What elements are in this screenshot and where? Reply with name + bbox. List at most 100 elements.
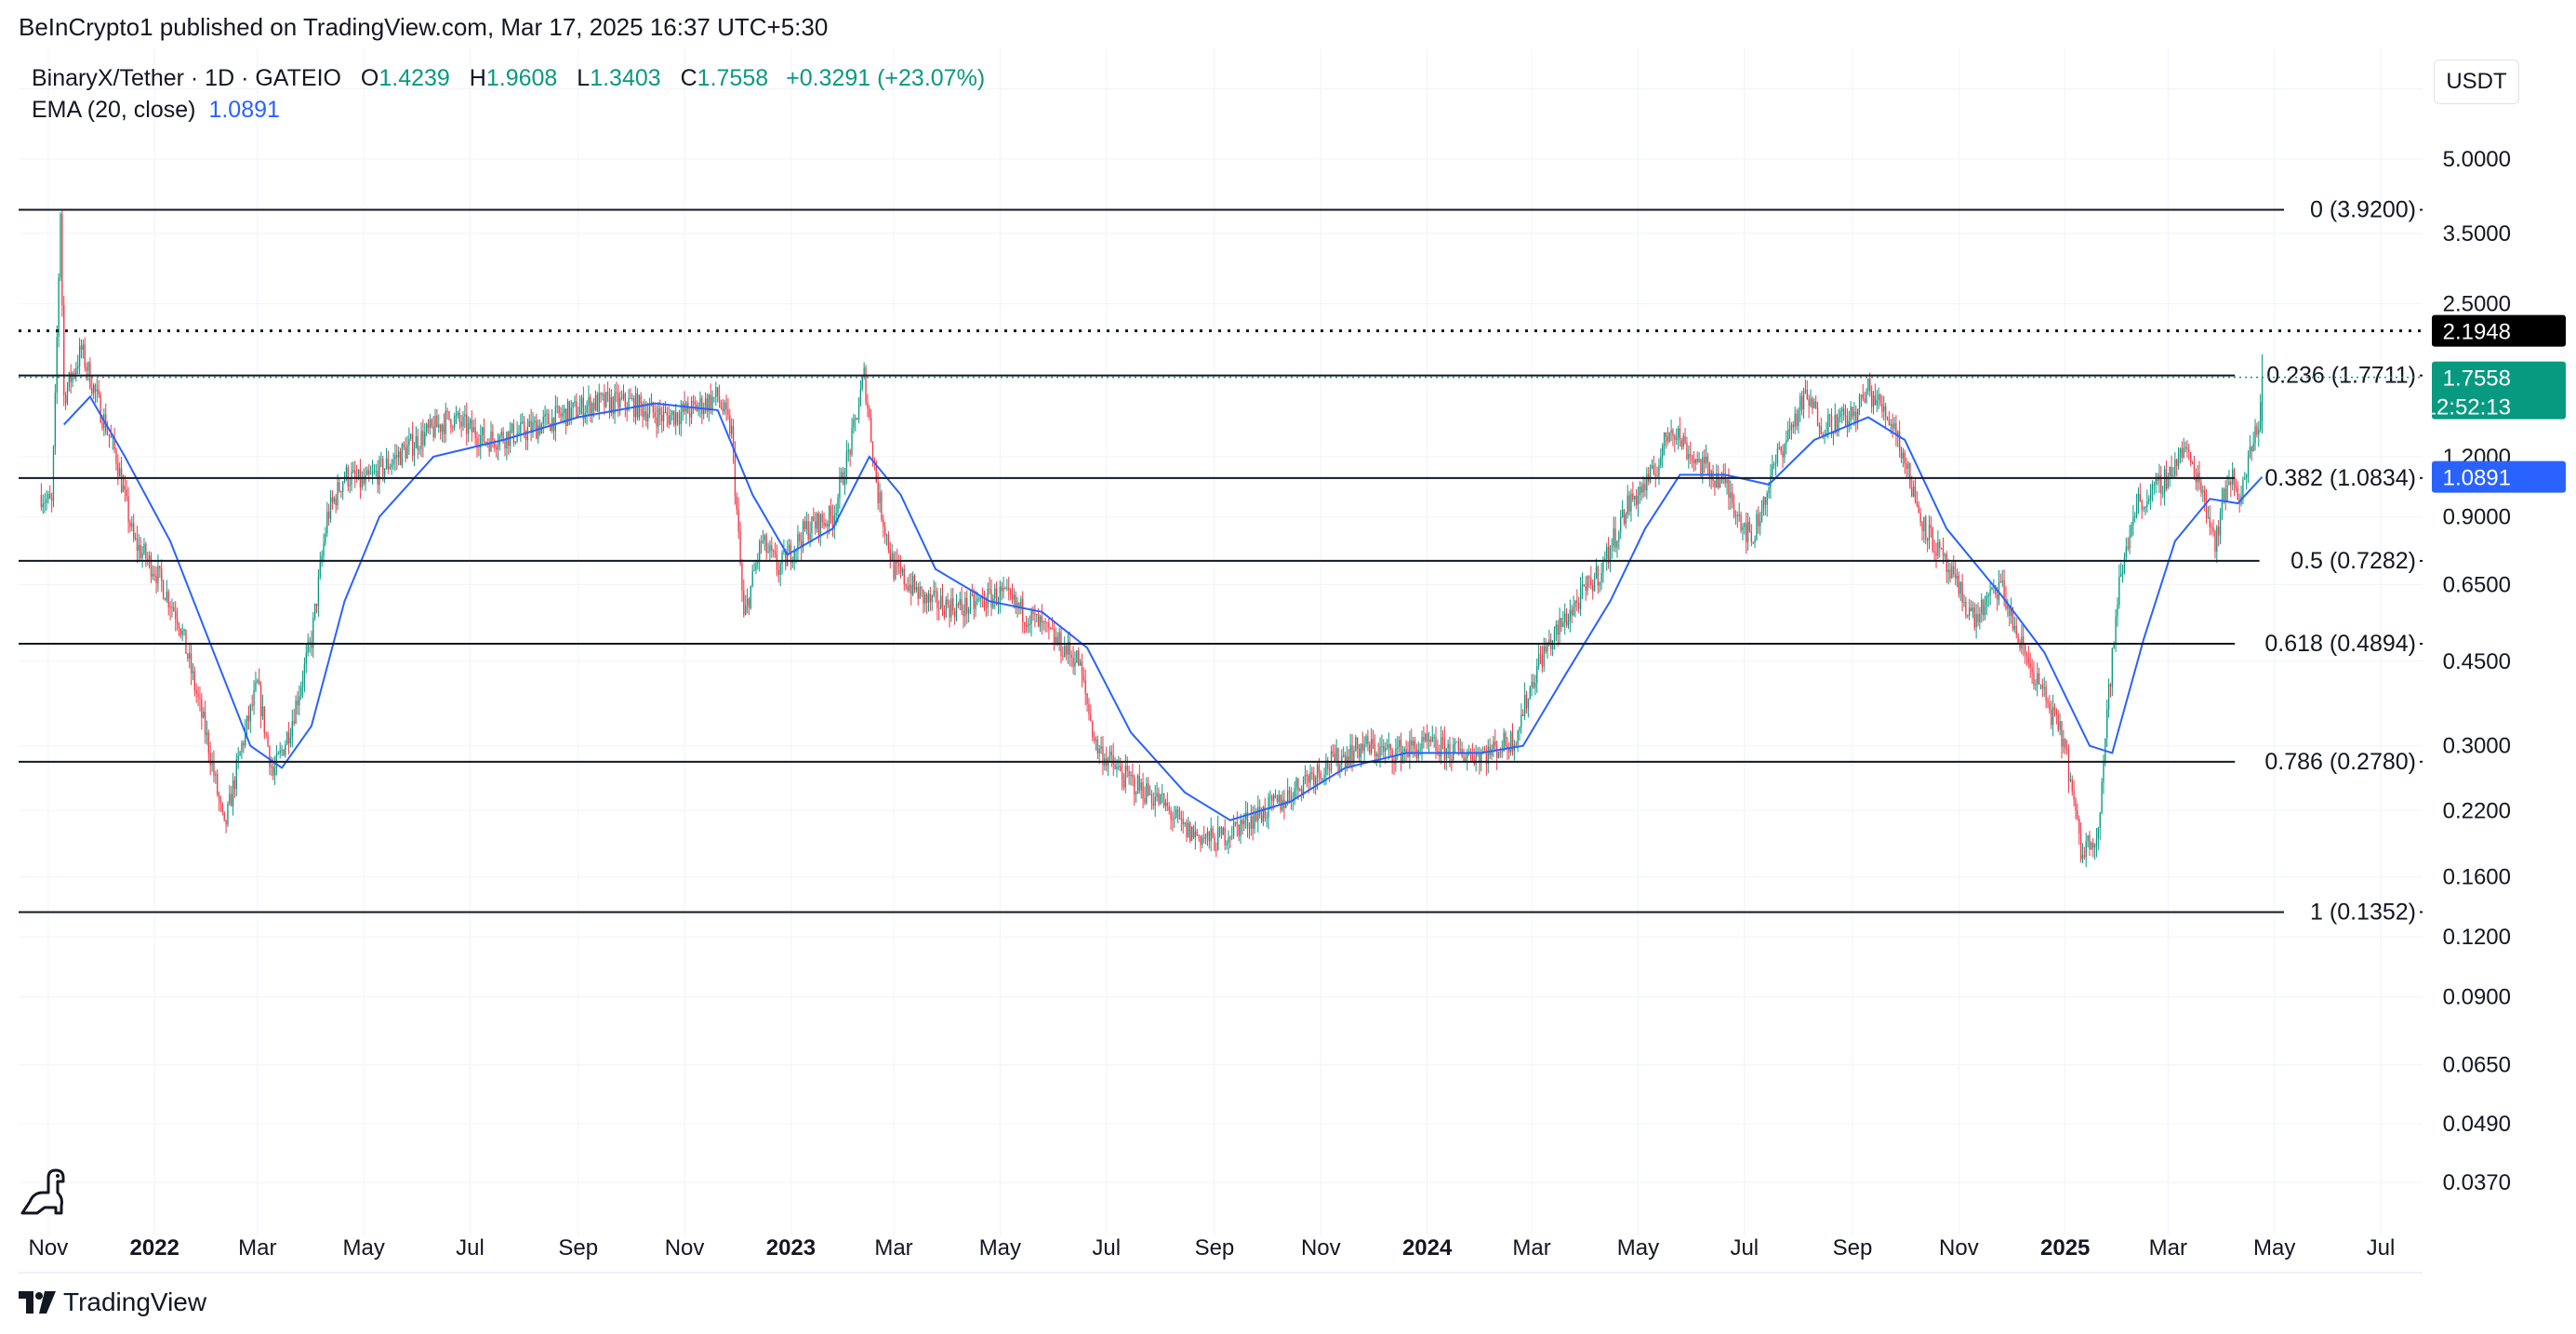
candle-body	[408, 438, 410, 446]
candle-body	[1674, 435, 1676, 440]
candle-body	[2228, 481, 2230, 486]
candle-body	[1168, 806, 1170, 811]
candle-body	[955, 604, 958, 618]
candle-body	[781, 552, 783, 565]
candle-body	[1623, 509, 1626, 524]
candle-body	[287, 732, 290, 744]
candle-body	[1409, 740, 1411, 758]
candle-body	[161, 568, 163, 581]
x-tick-label: Jul	[1730, 1235, 1759, 1261]
candle-body	[817, 514, 820, 536]
candle-body	[1970, 607, 1972, 612]
candle-body	[427, 424, 430, 428]
candle-body	[915, 587, 918, 591]
candle-body	[1754, 540, 1756, 543]
candle-body	[1614, 528, 1616, 548]
candle-body	[1132, 774, 1134, 778]
candle-body	[645, 411, 647, 421]
ema-label[interactable]: EMA (20, close)	[32, 97, 196, 123]
candle-body	[115, 449, 117, 464]
candle-body	[375, 471, 377, 473]
price-axis[interactable]: 7.00005.00003.50002.50001.20000.90000.65…	[2443, 77, 2511, 1195]
candle-body	[483, 427, 485, 443]
candle-body	[799, 533, 801, 542]
candle-body	[1590, 577, 1592, 586]
candle-body	[335, 498, 337, 506]
candle-body	[352, 470, 354, 473]
candle-body	[213, 761, 215, 776]
candle-body	[1632, 493, 1634, 500]
candle-body	[803, 521, 806, 529]
candle-body	[528, 420, 530, 428]
candle-body	[1985, 595, 1988, 607]
candle-body	[1784, 444, 1786, 458]
candle-body	[1318, 765, 1321, 773]
candle-body	[690, 401, 693, 418]
x-tick-label: Mar	[2149, 1235, 2187, 1261]
candle-body	[1192, 826, 1195, 838]
candle-body	[1864, 398, 1866, 403]
candle-body	[1232, 822, 1235, 837]
candle-body	[919, 586, 921, 599]
candle-body	[1602, 560, 1604, 573]
candle-body	[2093, 845, 2096, 848]
candle-body	[2115, 616, 2117, 644]
candle-body	[1551, 640, 1554, 650]
candle-body	[301, 681, 304, 687]
high-value: 1.9608	[485, 65, 558, 91]
candle-body	[1884, 406, 1887, 417]
tradingview-brand[interactable]: TradingView	[19, 1287, 206, 1317]
candle-body	[1009, 589, 1012, 594]
candle-body	[839, 477, 841, 499]
candle-body	[753, 569, 755, 571]
candle-body	[870, 417, 872, 442]
time-axis[interactable]: Nov 2022 Mar May Jul Sep Nov 2023 Mar May Jul Sep No…	[19, 1235, 2423, 1274]
dinosaur-icon[interactable]	[17, 1165, 69, 1219]
candle-body	[699, 398, 701, 407]
candle-body	[659, 407, 661, 415]
candle-body	[1189, 822, 1191, 841]
candle-body	[1798, 410, 1799, 427]
currency-button[interactable]: USDT	[2434, 60, 2519, 104]
candle-body	[251, 704, 253, 706]
x-tick-label: Mar	[1512, 1235, 1550, 1261]
candle-body	[1231, 836, 1233, 838]
candle-body	[1768, 487, 1770, 494]
candle-body	[181, 630, 183, 635]
candle-body	[1315, 777, 1317, 785]
fib-retracement[interactable]: 0 (3.9200) 0.236 (1.7711) 0.382 (1.0834) 0.…	[19, 197, 2423, 926]
candle-body	[1172, 819, 1174, 820]
candle-body	[418, 448, 420, 450]
close-value: 1.7558	[697, 65, 769, 91]
candle-body	[490, 431, 492, 452]
candle-body	[2099, 813, 2101, 828]
candle-body	[1856, 408, 1859, 421]
candle-body	[1304, 775, 1307, 780]
candle-body	[1522, 714, 1524, 716]
candle-body	[1262, 807, 1265, 822]
last-price-label: 1.7558	[2443, 367, 2511, 392]
candle-body	[1006, 587, 1008, 589]
candle-body	[1037, 614, 1040, 627]
candle-body	[905, 584, 907, 587]
candle-body	[856, 418, 858, 420]
candle-body	[678, 420, 681, 425]
candle-body	[1902, 452, 1905, 459]
candle-body	[312, 618, 314, 648]
candle-body	[1036, 614, 1038, 616]
candle-body	[56, 337, 58, 394]
candle-body	[246, 715, 248, 729]
candle-body	[1299, 789, 1301, 791]
candle-body	[382, 459, 384, 476]
candle-body	[1923, 516, 1925, 531]
candle-body	[1411, 740, 1413, 746]
candle-body	[257, 680, 259, 683]
candle-body	[1020, 598, 1022, 609]
candle-body	[1274, 794, 1277, 798]
candle-body	[1044, 621, 1046, 623]
symbol-name[interactable]: BinaryX/Tether · 1D · GATEIO	[32, 65, 341, 91]
open-label: O	[360, 65, 379, 91]
candle-body	[1932, 527, 1933, 552]
candle-body	[1313, 773, 1315, 785]
